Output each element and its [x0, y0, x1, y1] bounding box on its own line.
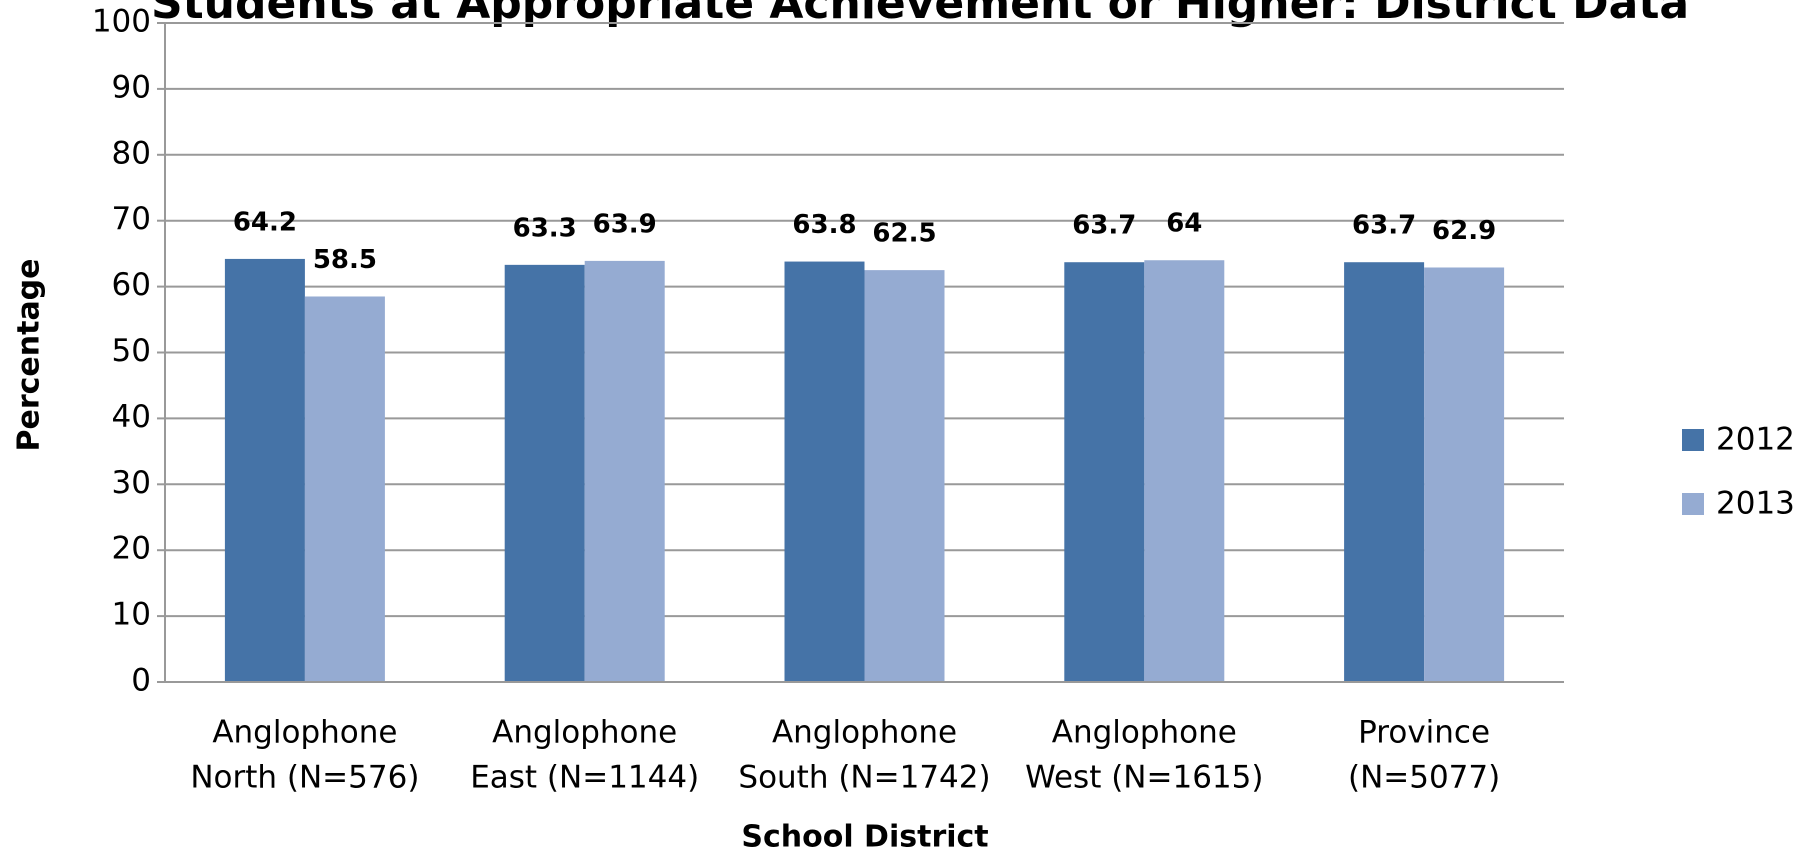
x-tick-label: South (N=1742)	[738, 760, 990, 796]
y-tick-label: 10	[112, 597, 151, 633]
value-label: 63.9	[593, 209, 657, 239]
y-tick-label: 0	[131, 663, 151, 699]
y-tick-label: 60	[112, 267, 151, 303]
x-tick-label: East (N=1144)	[470, 760, 699, 796]
value-label: 63.7	[1072, 211, 1136, 241]
value-label: 64	[1166, 209, 1202, 239]
y-tick-label: 20	[112, 531, 151, 567]
x-tick-label: Anglophone	[492, 715, 677, 751]
bar	[784, 261, 865, 682]
x-tick-label: Anglophone	[772, 715, 957, 751]
bar	[864, 270, 945, 682]
x-tick-label: (N=5077)	[1348, 760, 1500, 796]
x-tick-label: Anglophone	[212, 715, 397, 751]
value-label: 58.5	[313, 245, 377, 275]
value-label: 63.7	[1352, 211, 1416, 241]
bar	[304, 296, 385, 682]
bar	[1144, 260, 1225, 682]
legend-swatch	[1682, 429, 1704, 451]
legend-label: 2013	[1716, 486, 1795, 522]
value-label: 62.5	[872, 219, 936, 249]
value-label: 62.9	[1432, 216, 1496, 246]
bar	[1064, 262, 1145, 682]
y-tick-label: 70	[112, 201, 151, 237]
x-tick-label: North (N=576)	[190, 760, 419, 796]
chart-title: Students at Appropriate Achievement or H…	[151, 0, 1689, 29]
y-tick-label: 100	[92, 4, 151, 40]
y-axis-title: Percentage	[12, 258, 47, 451]
legend-label: 2012	[1716, 422, 1795, 458]
x-tick-label: Province	[1358, 715, 1490, 751]
value-label: 63.8	[792, 210, 856, 240]
x-tick-label: West (N=1615)	[1025, 760, 1263, 796]
bar	[504, 264, 585, 682]
bar	[1344, 262, 1425, 682]
x-axis-title: School District	[741, 820, 988, 855]
bar	[1424, 267, 1505, 682]
legend-swatch	[1682, 493, 1704, 515]
bar	[224, 258, 305, 682]
bar	[584, 260, 665, 682]
value-label: 63.3	[513, 213, 577, 243]
y-tick-label: 40	[112, 399, 151, 435]
y-tick-label: 50	[112, 333, 151, 369]
y-tick-label: 80	[112, 135, 151, 171]
y-tick-label: 30	[112, 465, 151, 501]
x-tick-label: Anglophone	[1052, 715, 1237, 751]
value-label: 64.2	[233, 207, 297, 237]
y-tick-label: 90	[112, 69, 151, 105]
